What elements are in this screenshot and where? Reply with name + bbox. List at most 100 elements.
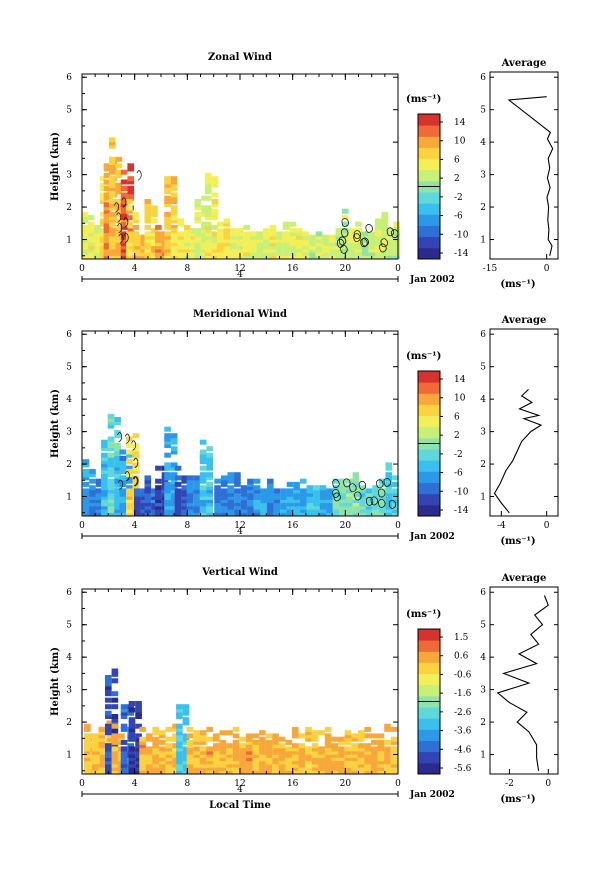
heatmap-cell [199,478,207,484]
heatmap-cell [126,452,133,458]
heatmap-cell [368,247,375,253]
profile-y-tick-label: 4 [480,138,486,148]
heatmap-cells [84,668,398,775]
heatmap-cell [120,179,128,185]
heatmap-cell [159,765,166,771]
heatmap-cell [302,241,310,247]
heatmap-cell [201,244,208,250]
heatmap-cell [385,507,393,513]
heatmap-cell [109,211,116,217]
heatmap-cell [217,247,224,253]
heatmap-cell [128,769,136,775]
heatmap-cell [285,769,292,775]
heatmap-cell [84,723,91,729]
heatmap-cell [184,237,191,243]
heatmap-cell [165,749,173,755]
heatmap-cell [306,501,314,507]
contour-path [353,230,362,240]
heatmap-cell [172,733,179,739]
heatmap-cell [109,228,116,234]
heatmap-cell [114,433,121,439]
heatmap-cell [139,743,146,749]
heatmap-cell [101,511,108,517]
heatmap-cell [386,250,394,256]
heatmap-cell [286,501,294,507]
heatmap-cell [393,247,400,253]
heatmap-cell [206,481,213,487]
profile-y-tick-label: 2 [480,203,486,213]
heatmap-cell [126,237,133,243]
heatmap-cell [159,733,166,739]
heatmap-cell [265,769,273,775]
heatmap-cell [190,228,198,234]
heatmap-cell [201,231,208,237]
heatmap-cell [276,241,283,247]
heatmap-cell [201,247,208,253]
heatmap-cell [170,504,178,510]
heatmap-cell [315,234,323,240]
heatmap-cell [352,511,360,517]
heatmap-cell [299,478,307,484]
heatmap-cell [273,491,281,497]
heatmap-cell [206,501,213,507]
heatmap-cell [194,199,202,204]
heatmap-cell [364,746,371,752]
contour-path [383,477,391,487]
heatmap-cell [111,691,119,697]
heatmap-cell [181,488,188,494]
heatmap-cell [164,215,171,221]
heatmap-cell [299,494,307,500]
heatmap-cell [120,759,128,765]
heatmap-cell [164,231,171,237]
colorbar-tick-label: -0.6 [454,670,472,680]
heatmap-cell [114,478,121,484]
heatmap-cell [392,494,399,500]
heatmap-cell [164,436,171,442]
profile-line [507,96,554,256]
heatmap-cell [352,472,360,478]
heatmap-cell [269,250,277,256]
x-tick-label: 8 [184,779,190,789]
x-tick-label: 20 [340,779,352,789]
colorbar-segment [418,136,440,148]
heatmap-cell [115,228,123,234]
heatmap-cell [206,507,213,513]
contour-path [376,479,384,489]
heatmap-cell [247,481,254,487]
heatmap-cell [174,498,182,504]
heatmap-cell [219,749,227,755]
heatmap-cell [190,244,198,250]
heatmap-cell [392,481,399,487]
heatmap-cell [269,228,277,234]
heatmap-cell [348,250,356,256]
heatmap-cell [170,439,178,445]
heatmap-cell [106,733,113,739]
heatmap-cell [170,218,178,224]
heatmap-cell [109,160,116,165]
heatmap-cell [322,234,329,240]
heatmap-cell [182,739,190,745]
heatmap-cell [355,241,362,247]
heatmap-cell [105,681,112,687]
contour-path [118,479,123,490]
heatmap-cell [234,501,241,507]
heatmap-cell [296,250,303,256]
heatmap-cell [211,224,219,230]
contour-path [124,433,130,444]
heatmap-cell [292,743,299,749]
heatmap-cell [82,459,90,465]
heatmap-cell [256,254,264,260]
heatmap-cell [115,202,123,208]
heatmap-cell [319,504,327,510]
heatmap-cell [115,199,123,204]
heatmap-cell [174,481,182,487]
heatmap-cell [230,237,237,243]
heatmap-cell [375,254,382,260]
heatmap-cell [253,507,261,513]
heatmap-cell [199,746,207,752]
heatmap-cell [107,494,115,500]
heatmap-cell [259,749,266,755]
heatmap-cell [214,488,221,494]
heatmap-cell [201,254,208,260]
heatmap-cell [126,443,133,448]
